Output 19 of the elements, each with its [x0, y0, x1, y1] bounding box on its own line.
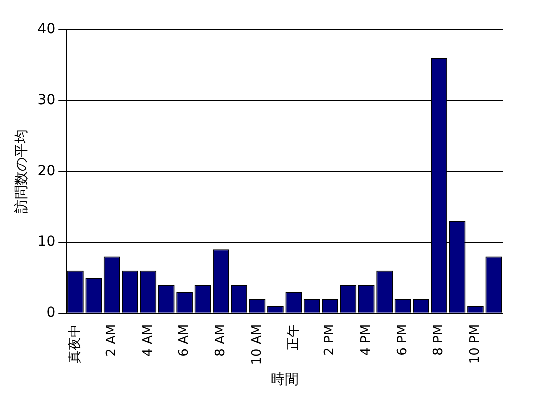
y-tick-label: 20 — [38, 163, 56, 180]
x-tick-label: 6 AM — [177, 324, 192, 357]
x-tick-label: 2 AM — [104, 324, 120, 357]
y-tick-label: 0 — [46, 305, 56, 322]
y-axis-title: 訪問数の平均 — [14, 130, 30, 214]
x-tick-label: 4 AM — [140, 324, 156, 357]
x-tick-label: 10 PM — [468, 324, 484, 364]
x-tick-label: 8 AM — [214, 324, 229, 357]
x-tick-label: 正午 — [286, 324, 302, 350]
x-axis-title: 時間 — [270, 372, 299, 388]
y-tick-label: 10 — [38, 234, 56, 250]
x-tick-label: 10 AM — [250, 324, 265, 366]
x-tick-label: 2 PM — [322, 324, 338, 356]
y-tick-label: 40 — [38, 22, 56, 38]
y-tick-label: 30 — [38, 92, 56, 108]
x-tick-label: 6 PM — [395, 324, 410, 356]
x-tick-label: 4 PM — [359, 324, 374, 356]
x-tick-label: 8 PM — [432, 324, 447, 356]
x-tick-label: 真夜中 — [67, 324, 84, 364]
